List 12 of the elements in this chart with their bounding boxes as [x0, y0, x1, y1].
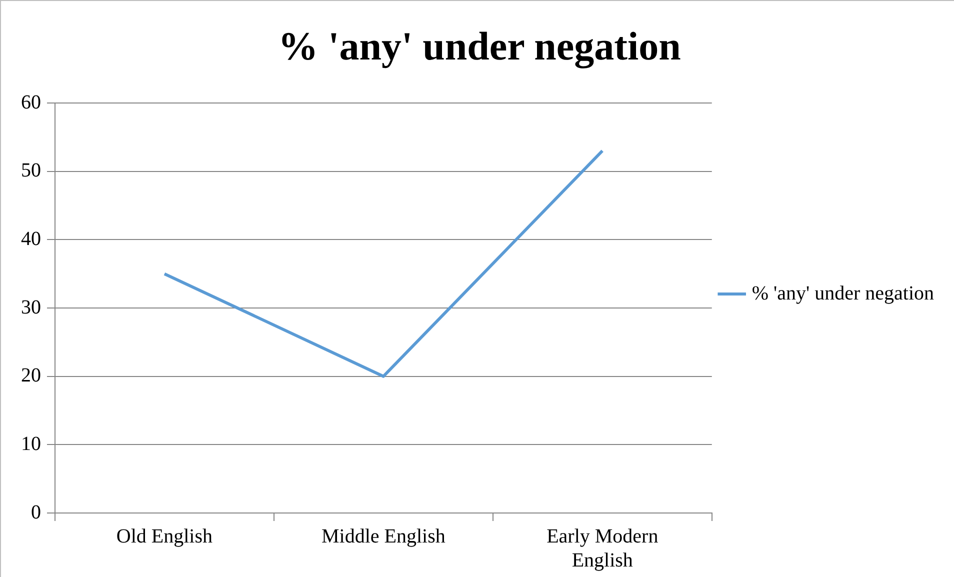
y-tick-label: 0: [31, 501, 41, 524]
x-tick-label: Early Modern English: [546, 525, 658, 572]
y-tick-label: 40: [21, 228, 41, 250]
y-tick-label: 60: [21, 91, 41, 114]
y-tick-label: 20: [21, 364, 41, 387]
y-tick-label: 10: [21, 432, 41, 455]
x-tick-label: Middle English: [321, 525, 446, 548]
chart-title: % 'any' under negation: [278, 23, 681, 68]
x-tick-label: Old English: [116, 525, 213, 548]
legend-label: % 'any' under negation: [752, 282, 934, 304]
y-tick-label: 30: [21, 296, 41, 318]
y-tick-label: 50: [21, 160, 41, 182]
